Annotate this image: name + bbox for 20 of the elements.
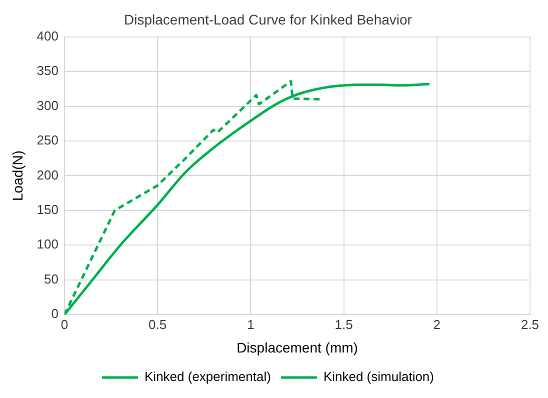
x-tick-label: 2.5	[520, 316, 540, 332]
y-tick-label: 50	[44, 271, 58, 286]
x-tick-label: 2	[433, 316, 441, 332]
x-tick-label: 0	[60, 316, 68, 332]
x-tick-label: 1	[247, 316, 254, 332]
legend-label: Kinked (simulation)	[323, 369, 434, 384]
y-tick-label: 200	[36, 167, 58, 182]
y-tick-label: 300	[36, 98, 58, 113]
legend-label: Kinked (experimental)	[144, 369, 271, 384]
y-tick-label: 0	[51, 306, 58, 322]
y-axis-title: Load(N)	[9, 150, 26, 201]
x-axis-title: Displacement (mm)	[236, 339, 358, 356]
y-tick-label: 250	[36, 132, 58, 148]
y-tick-label: 100	[36, 236, 58, 252]
x-tick-label: 0.5	[148, 316, 167, 332]
y-tick-label: 150	[36, 202, 58, 218]
chart-title: Displacement-Load Curve for Kinked Behavior	[124, 11, 412, 28]
y-tick-label: 400	[36, 28, 58, 44]
y-tick-label: 350	[36, 63, 58, 78]
x-tick-label: 1.5	[334, 316, 353, 332]
